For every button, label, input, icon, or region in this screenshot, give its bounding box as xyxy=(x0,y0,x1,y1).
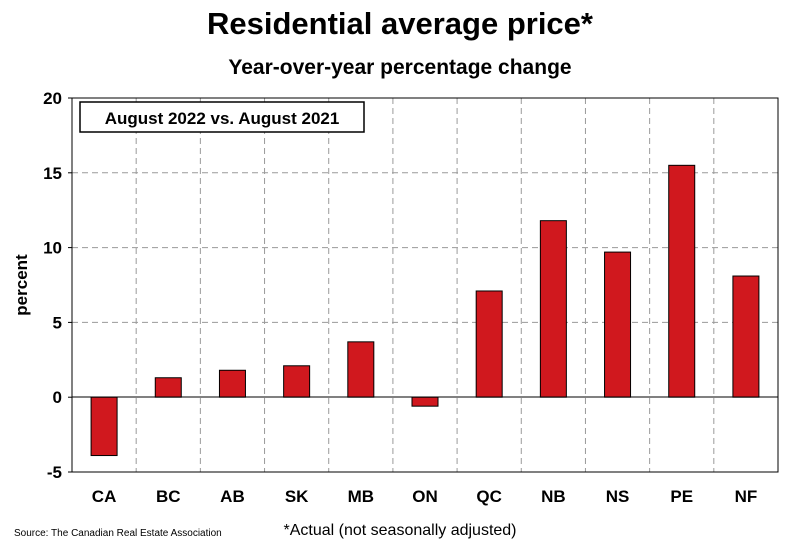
bar-pe xyxy=(668,164,696,398)
footnote: *Actual (not seasonally adjusted) xyxy=(283,522,517,539)
x-tick-label: PE xyxy=(670,487,693,506)
bar-bc xyxy=(154,377,182,398)
y-tick-label: 10 xyxy=(43,239,62,258)
bar-nb xyxy=(539,220,567,398)
bar-mb xyxy=(347,341,375,398)
bar-nf xyxy=(732,275,760,398)
plot-frame xyxy=(71,97,779,473)
x-tick-label: QC xyxy=(476,487,502,506)
source-note: Source: The Canadian Real Estate Associa… xyxy=(14,528,222,539)
bar-qc xyxy=(475,290,503,398)
y-axis-label: percent xyxy=(12,254,31,316)
x-tick-label: MB xyxy=(348,487,374,506)
x-tick-label: NS xyxy=(606,487,630,506)
annotation-box: August 2022 vs. August 2021 xyxy=(79,101,365,133)
x-tick-label: BC xyxy=(156,487,181,506)
y-tick-label: 5 xyxy=(53,313,62,332)
chart-subtitle: Year-over-year percentage change xyxy=(228,56,572,79)
y-tick-label: -5 xyxy=(47,463,62,482)
gridlines xyxy=(72,98,778,472)
annotation-frame xyxy=(79,101,365,133)
bar-ab xyxy=(218,369,246,398)
chart-title: Residential average price* xyxy=(207,6,593,41)
bar-on xyxy=(411,396,439,407)
y-tick-label: 15 xyxy=(43,164,62,183)
bar-ns xyxy=(604,251,632,398)
x-tick-label: ON xyxy=(412,487,438,506)
bar-ca xyxy=(90,396,118,457)
y-tick-label: 0 xyxy=(53,388,62,407)
annotation-text: August 2022 vs. August 2021 xyxy=(105,109,340,128)
y-tick-labels: -5 0 5 10 15 20 xyxy=(43,89,72,482)
bars xyxy=(90,164,760,457)
x-tick-label: AB xyxy=(220,487,245,506)
bar-sk xyxy=(283,365,311,398)
y-tick-label: 20 xyxy=(43,89,62,108)
x-tick-label: SK xyxy=(285,487,309,506)
x-tick-label: NF xyxy=(735,487,758,506)
x-tick-label: CA xyxy=(92,487,117,506)
x-tick-label: NB xyxy=(541,487,566,506)
x-tick-labels: CA BC AB SK MB ON QC NB NS PE NF xyxy=(92,487,757,506)
